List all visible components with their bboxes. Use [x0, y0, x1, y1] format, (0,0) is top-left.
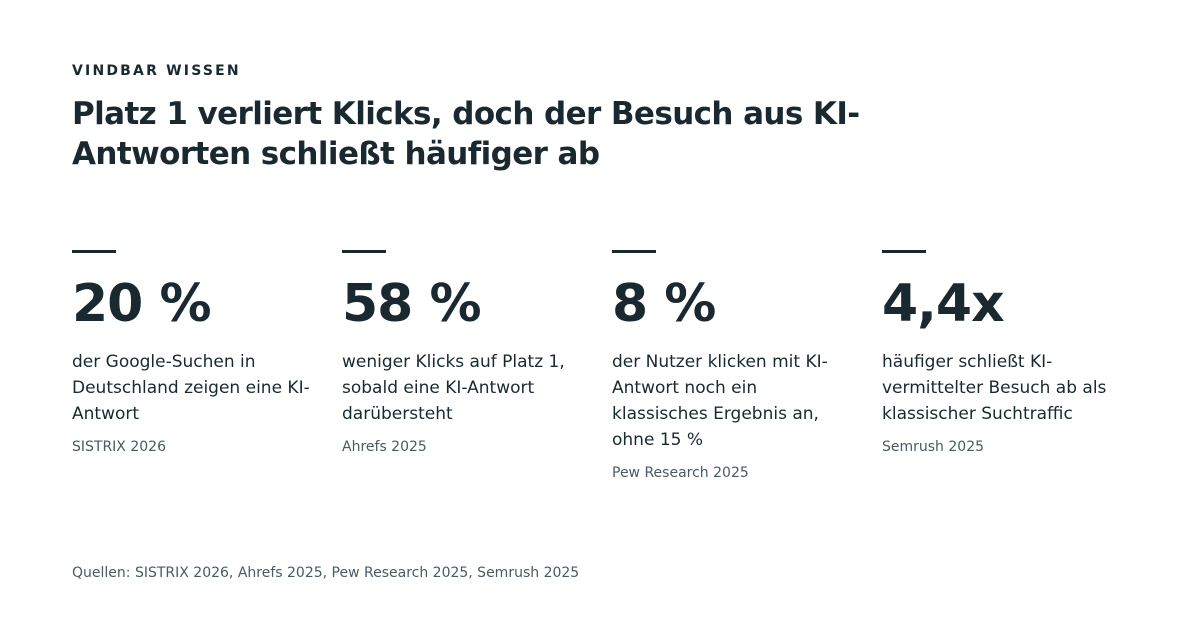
stat-card-click-rate: 8 % der Nutzer klicken mit KI-Antwort no… [612, 250, 882, 482]
stat-divider [882, 250, 926, 253]
stat-description: weniger Klicks auf Platz 1, sobald eine … [342, 352, 565, 424]
stat-divider [612, 250, 656, 253]
eyebrow-label: VINDBAR WISSEN [72, 63, 241, 79]
stat-card-conversion: 4,4x häufiger schließt KI-vermittelter B… [882, 250, 1152, 482]
sources-footnote: Quellen: SISTRIX 2026, Ahrefs 2025, Pew … [72, 565, 580, 581]
stat-value: 8 % [612, 274, 716, 334]
stat-source: Semrush 2025 [882, 439, 985, 455]
stat-value: 58 % [342, 274, 482, 334]
stat-description: der Google-Suchen in Deutschland zeigen … [72, 352, 310, 424]
stat-value: 20 % [72, 274, 212, 334]
page-title: Platz 1 verliert Klicks, doch der Besuch… [72, 96, 860, 172]
stat-source: Pew Research 2025 [612, 465, 749, 481]
stat-source: Ahrefs 2025 [342, 439, 427, 455]
stat-description: häufiger schließt KI-vermittelter Besuch… [882, 352, 1107, 424]
stat-card-ai-answer-share: 20 % der Google-Suchen in Deutschland ze… [72, 250, 342, 482]
stat-source: SISTRIX 2026 [72, 439, 166, 455]
stat-description: der Nutzer klicken mit KI-Antwort noch e… [612, 352, 828, 450]
stats-row: 20 % der Google-Suchen in Deutschland ze… [72, 250, 1152, 482]
stat-divider [342, 250, 386, 253]
stat-card-click-loss: 58 % weniger Klicks auf Platz 1, sobald … [342, 250, 612, 482]
stat-value: 4,4x [882, 274, 1005, 334]
stat-divider [72, 250, 116, 253]
